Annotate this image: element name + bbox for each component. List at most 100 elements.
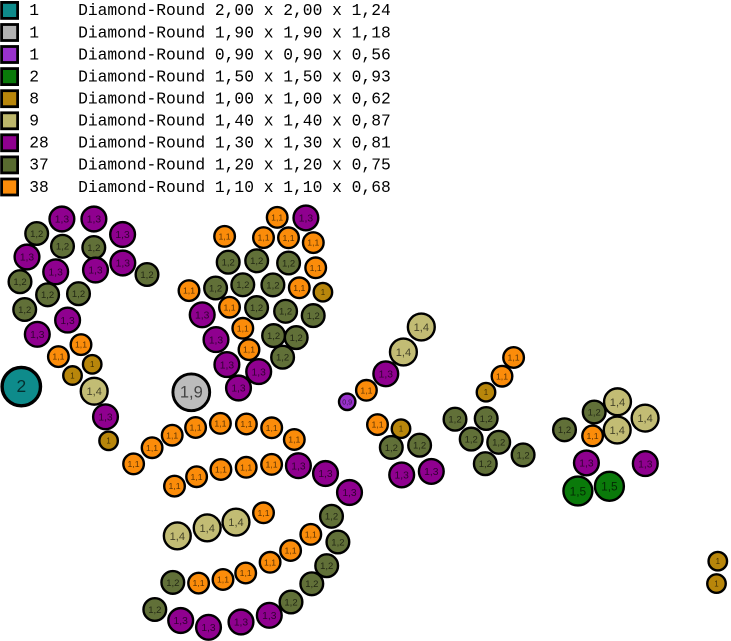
svg-text:1,1: 1,1 [219,232,231,242]
svg-text:1,3: 1,3 [379,370,394,381]
svg-text:1,1: 1,1 [52,352,64,362]
svg-text:1,2: 1,2 [266,280,279,291]
svg-text:1,2: 1,2 [305,579,318,590]
svg-text:1,1: 1,1 [240,419,252,429]
svg-text:1,3: 1,3 [234,618,249,629]
svg-text:1,2: 1,2 [250,256,263,267]
svg-text:1,1: 1,1 [264,557,276,567]
svg-text:1,1: 1,1 [237,323,249,333]
svg-text:1,1: 1,1 [508,353,520,363]
svg-text:1: 1 [29,1,39,20]
svg-text:1,2: 1,2 [588,407,601,418]
svg-text:1,2: 1,2 [72,289,85,300]
svg-text:1,1: 1,1 [193,578,205,588]
svg-text:1,1: 1,1 [360,385,372,395]
svg-text:1: 1 [714,579,718,588]
svg-text:1,3: 1,3 [318,469,333,480]
svg-text:1,1: 1,1 [128,459,140,469]
svg-text:1,2: 1,2 [325,512,338,523]
svg-text:1,3: 1,3 [638,459,653,470]
svg-text:1,2: 1,2 [267,331,280,342]
svg-text:Diamond-Round 0,90 x 0,90 x 0,: Diamond-Round 0,90 x 0,90 x 0,56 [78,45,391,64]
svg-text:1,1: 1,1 [183,286,195,296]
svg-text:1,3: 1,3 [30,330,45,341]
svg-text:1,1: 1,1 [215,465,227,475]
svg-text:1,1: 1,1 [190,423,202,433]
svg-text:1,9: 1,9 [180,383,203,401]
svg-text:1,3: 1,3 [209,335,224,346]
svg-text:1: 1 [716,557,720,566]
svg-text:1,3: 1,3 [262,611,277,622]
svg-text:1,3: 1,3 [395,471,410,482]
svg-text:1,1: 1,1 [214,419,226,429]
svg-text:1,1: 1,1 [271,213,283,223]
svg-text:1,1: 1,1 [257,508,269,518]
svg-text:28: 28 [29,134,49,153]
svg-text:1,4: 1,4 [228,517,243,529]
svg-text:1,1: 1,1 [266,460,278,470]
svg-text:1,1: 1,1 [293,283,305,293]
svg-text:1,1: 1,1 [307,238,319,248]
svg-text:1,4: 1,4 [414,322,429,334]
svg-text:1,1: 1,1 [240,462,252,472]
svg-text:1,2: 1,2 [41,290,54,301]
svg-text:1,1: 1,1 [285,546,297,556]
svg-text:1,1: 1,1 [496,371,508,381]
svg-text:1,4: 1,4 [199,523,214,535]
svg-text:1,2: 1,2 [385,443,398,454]
svg-text:Diamond-Round 1,30 x 1,30 x 0,: Diamond-Round 1,30 x 1,30 x 0,81 [78,134,391,153]
svg-text:1,2: 1,2 [320,561,333,572]
svg-text:1,2: 1,2 [331,537,344,548]
svg-text:1,3: 1,3 [20,253,35,264]
svg-text:1,3: 1,3 [252,367,267,378]
svg-text:1,5: 1,5 [601,480,618,494]
svg-text:1,1: 1,1 [217,575,229,585]
svg-text:1,3: 1,3 [60,316,75,327]
svg-text:1,1: 1,1 [587,431,599,441]
svg-text:Diamond-Round 1,10 x 1,10 x 0,: Diamond-Round 1,10 x 1,10 x 0,68 [78,178,391,197]
svg-text:1,1: 1,1 [168,481,180,491]
svg-text:1,3: 1,3 [116,259,131,270]
svg-text:1,2: 1,2 [448,415,461,426]
svg-text:1: 1 [399,425,403,434]
svg-text:1,4: 1,4 [637,413,652,425]
svg-text:Diamond-Round 1,50 x 1,50 x 0,: Diamond-Round 1,50 x 1,50 x 0,93 [78,67,391,86]
svg-text:1,3: 1,3 [299,214,314,225]
svg-text:1,2: 1,2 [13,277,26,288]
svg-text:1,1: 1,1 [146,443,158,453]
svg-text:1,3: 1,3 [55,215,70,226]
svg-text:1,2: 1,2 [480,414,493,425]
svg-text:1: 1 [70,371,74,380]
svg-text:1,3: 1,3 [88,266,103,277]
svg-text:1,3: 1,3 [424,467,439,478]
svg-text:1: 1 [484,388,488,397]
svg-text:1,1: 1,1 [288,435,300,445]
svg-text:1,3: 1,3 [220,360,235,371]
svg-text:Diamond-Round 1,90 x 1,90 x 1,: Diamond-Round 1,90 x 1,90 x 1,18 [78,23,391,42]
svg-text:1,3: 1,3 [231,384,246,395]
svg-text:8: 8 [29,90,39,109]
svg-text:1,2: 1,2 [236,280,249,291]
svg-text:1: 1 [106,437,110,446]
svg-text:37: 37 [29,156,49,175]
svg-text:1,2: 1,2 [307,311,320,322]
svg-text:1,2: 1,2 [279,307,292,318]
svg-text:1,1: 1,1 [243,345,255,355]
svg-text:1,2: 1,2 [87,243,100,254]
svg-text:1,1: 1,1 [223,302,235,312]
svg-text:1,1: 1,1 [305,530,317,540]
svg-text:1,4: 1,4 [86,386,101,398]
svg-text:1,3: 1,3 [342,488,357,499]
svg-text:1,2: 1,2 [413,441,426,452]
svg-text:1: 1 [321,288,325,297]
svg-text:1,2: 1,2 [284,597,297,608]
svg-text:1,2: 1,2 [148,605,161,616]
svg-text:1,4: 1,4 [170,531,185,543]
svg-text:1,1: 1,1 [166,430,178,440]
svg-text:1,2: 1,2 [516,450,529,461]
svg-text:1,2: 1,2 [276,353,289,364]
svg-text:1,3: 1,3 [87,215,102,226]
svg-text:1,2: 1,2 [492,438,505,449]
svg-text:1,5: 1,5 [570,484,587,498]
svg-text:1,2: 1,2 [479,459,492,470]
